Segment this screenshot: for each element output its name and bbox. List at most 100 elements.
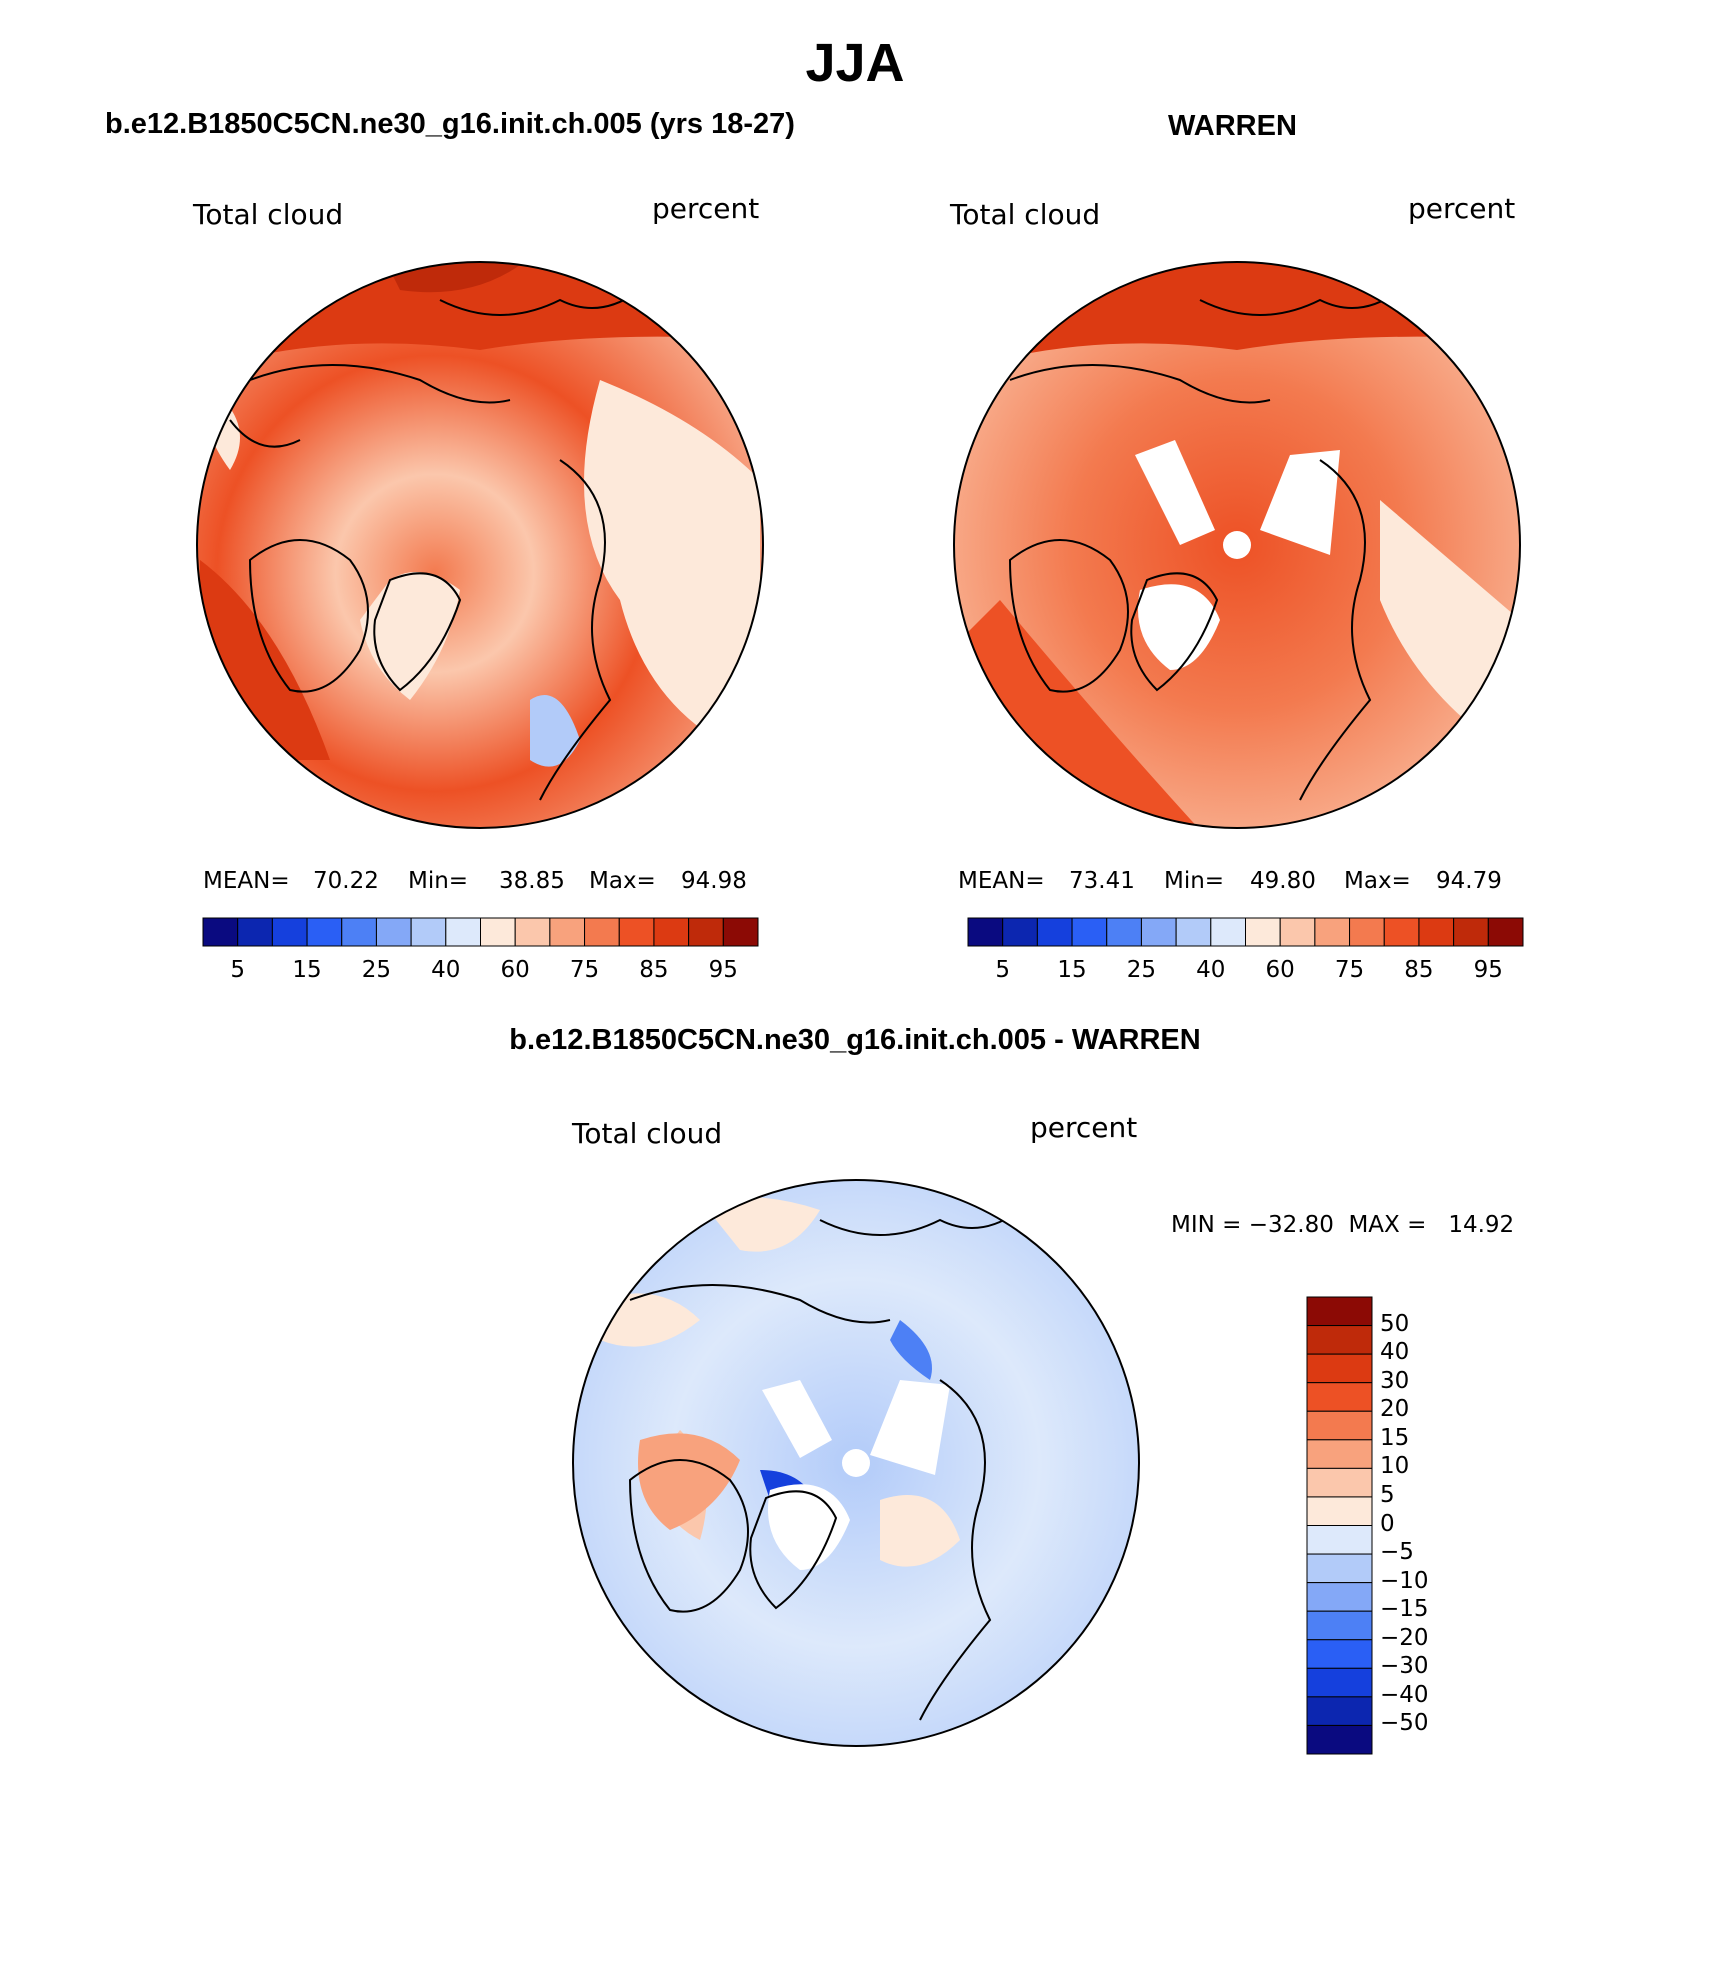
panel2-colorbar-tick: 75 (1334, 957, 1365, 983)
panel2-colorbar-tick: 60 (1265, 957, 1295, 983)
panel1-colorbar-box (341, 917, 377, 947)
panel1-colorbar-box (375, 917, 412, 947)
panel2-mean-label: MEAN= (958, 868, 1045, 894)
panel1-colorbar-box (410, 917, 447, 947)
panel2-colorbar-box (1487, 917, 1524, 947)
panel1-coastlines (229, 289, 641, 801)
panel2-colorbar-box (1071, 917, 1108, 947)
difference-colorbar-tick: −10 (1380, 1567, 1429, 1594)
panel2-units-label: percent (1408, 192, 1516, 225)
panel1-max-label: Max= (589, 868, 656, 894)
difference-colorbar (1306, 1296, 1373, 1755)
panel1-map (197, 262, 763, 828)
panel1-colorbar-box (237, 917, 273, 947)
panel1-colorbar-box (271, 917, 308, 947)
panel1-mean-value: 70.22 (313, 868, 379, 894)
panel1-colorbar-box (618, 917, 655, 947)
difference-colorbar-box (1306, 1696, 1373, 1726)
panel1-colorbar-tick: 5 (230, 957, 245, 983)
panel1-colorbar-tick: 15 (292, 957, 322, 983)
panel1-colorbar-box (584, 917, 620, 947)
difference-coastlines (628, 1209, 1021, 1721)
difference-colorbar-tick: 50 (1380, 1310, 1410, 1337)
panel2-colorbar-box (1314, 917, 1351, 947)
panel2-colorbar-box (1036, 917, 1073, 947)
panel2-colorbar-tick: 40 (1196, 957, 1226, 983)
panel1-colorbar-box (549, 917, 586, 947)
difference-colorbar-tick: 15 (1380, 1424, 1410, 1451)
difference-colorbar-tick: −5 (1380, 1539, 1414, 1566)
difference-colorbar-tick: 0 (1380, 1510, 1395, 1537)
panel2-colorbar-box (1279, 917, 1316, 947)
panel2-colorbar-box (1245, 917, 1281, 947)
difference-colorbar-box (1306, 1496, 1373, 1526)
panel2-colorbar-tick: 15 (1057, 957, 1087, 983)
difference-colorbar-tick: 30 (1380, 1367, 1410, 1394)
difference-colorbar-tick: −40 (1380, 1681, 1429, 1708)
panel1-colorbar-box (722, 917, 759, 947)
difference-colorbar-box (1306, 1410, 1373, 1441)
panel1-colorbar-tick: 25 (361, 957, 392, 983)
difference-colorbar-box (1306, 1382, 1373, 1412)
panel1-colorbar-tick: 95 (708, 957, 738, 983)
panel1-colorbar-tick: 40 (431, 957, 461, 983)
difference-title: b.e12.B1850C5CN.ne30_g16.init.ch.005 - W… (509, 1024, 1201, 1056)
difference-colorbar-box (1306, 1353, 1373, 1384)
panel2-max-value: 94.79 (1436, 868, 1502, 894)
panel1-units-label: percent (652, 192, 760, 225)
panel2-colorbar-box (1210, 917, 1246, 947)
panel1-colorbar-tick: 60 (500, 957, 530, 983)
panel2-colorbar-box (1418, 917, 1455, 947)
difference-colorbar-box (1306, 1525, 1373, 1555)
difference-variable-label: Total cloud (572, 1117, 723, 1150)
panel1-colorbar-box (653, 917, 690, 947)
panel1-colorbar-tick: 75 (569, 957, 600, 983)
difference-minmax: MIN = −32.80 MAX = 14.92 (1171, 1212, 1515, 1238)
panel2-colorbar-tick: 5 (995, 957, 1010, 983)
panel2-colorbar-box (1175, 917, 1212, 947)
difference-colorbar-tick: 5 (1380, 1481, 1395, 1508)
difference-colorbar-box (1306, 1639, 1373, 1669)
panel2-min-label: Min= (1164, 868, 1225, 894)
panel2-colorbar-tick: 85 (1404, 957, 1434, 983)
panel2-colorbar-box (1453, 917, 1489, 947)
panel2-mean-value: 73.41 (1069, 868, 1135, 894)
panel2-colorbar (967, 917, 1524, 947)
difference-colorbar-box (1306, 1296, 1373, 1327)
difference-colorbar-box (1306, 1724, 1373, 1755)
difference-colorbar-box (1306, 1582, 1373, 1612)
panel2-colorbar-box (967, 917, 1004, 947)
difference-colorbar-box (1306, 1467, 1373, 1498)
panel1-colorbar-box (480, 917, 516, 947)
difference-colorbar-tick: −30 (1380, 1653, 1429, 1680)
difference-colorbar-box (1306, 1667, 1373, 1698)
panel2-colorbar-tick: 95 (1473, 957, 1503, 983)
panel2-variable-label: Total cloud (950, 198, 1101, 231)
panel1-colorbar-box (514, 917, 551, 947)
panel2-colorbar-tick: 25 (1126, 957, 1157, 983)
panel1-max-value: 94.98 (681, 868, 747, 894)
panel1-colorbar-box (202, 917, 239, 947)
panel1-colorbar-tick: 85 (639, 957, 669, 983)
panel1-min-value: 38.85 (499, 868, 565, 894)
difference-colorbar-box (1306, 1325, 1373, 1355)
difference-map (573, 1180, 1139, 1746)
panel2-colorbar-box (1002, 917, 1038, 947)
difference-colorbar-box (1306, 1439, 1373, 1469)
difference-colorbar-box (1306, 1610, 1373, 1641)
panel2-colorbar-box (1349, 917, 1385, 947)
panel1-colorbar (202, 917, 759, 947)
panel1-colorbar-box (306, 917, 343, 947)
panel2-coastlines (1008, 289, 1401, 801)
panel1-title: b.e12.B1850C5CN.ne30_g16.init.ch.005 (yr… (105, 108, 795, 140)
difference-colorbar-tick: 20 (1380, 1396, 1410, 1423)
difference-units-label: percent (1030, 1111, 1138, 1144)
panel1-variable-label: Total cloud (193, 198, 344, 231)
season-title: JJA (805, 33, 905, 93)
panel2-colorbar-box (1106, 917, 1142, 947)
panel2-title: WARREN (1168, 110, 1297, 142)
panel1-colorbar-box (688, 917, 724, 947)
panel1-colorbar-box (445, 917, 481, 947)
difference-colorbar-tick: −20 (1380, 1624, 1429, 1651)
